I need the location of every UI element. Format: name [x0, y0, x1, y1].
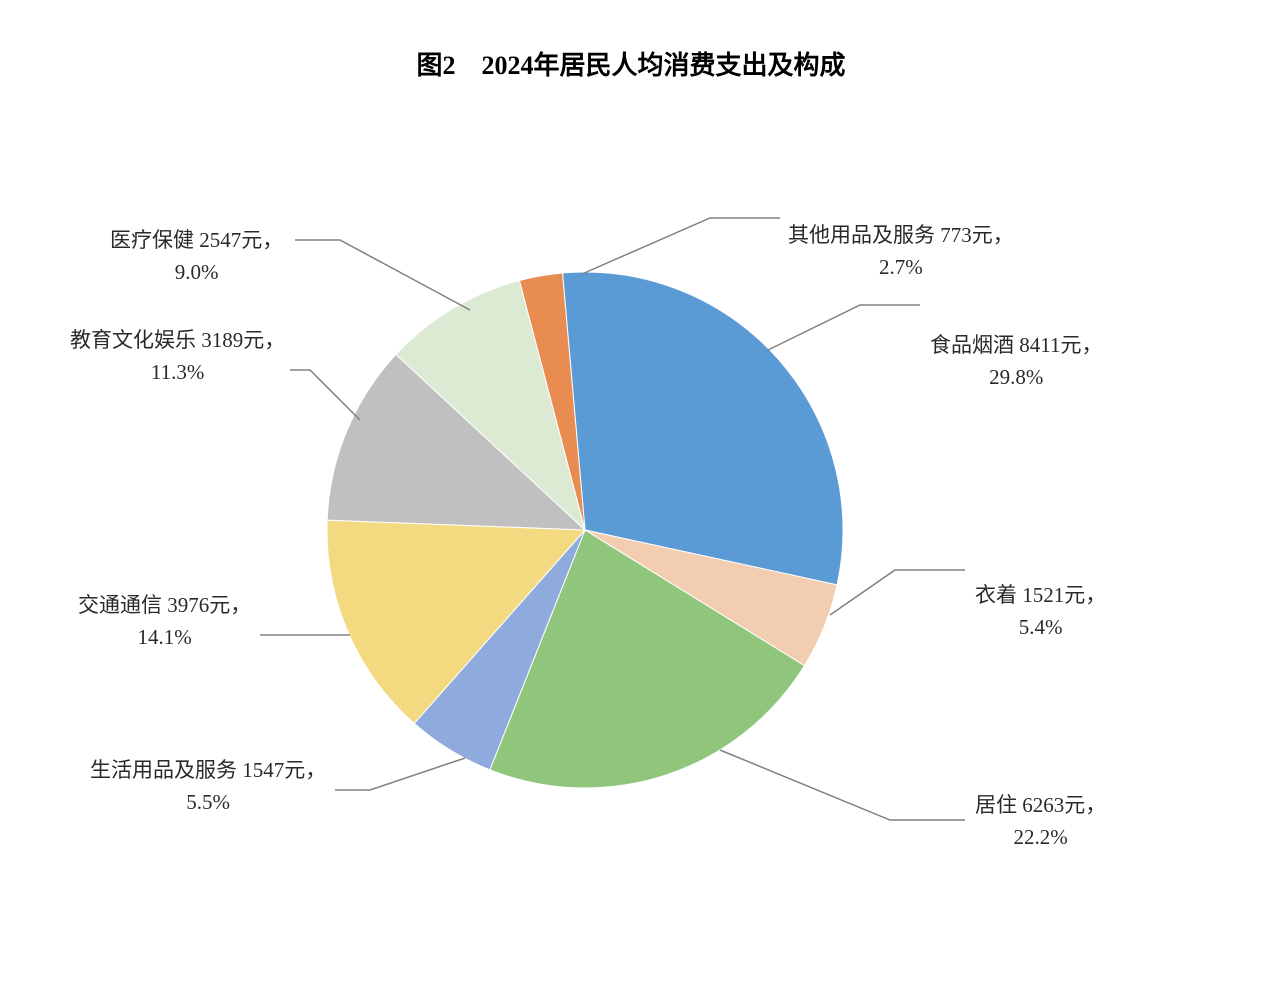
- slice-label-line1: 教育文化娱乐 3189元，: [70, 325, 285, 357]
- slice-label: 教育文化娱乐 3189元，11.3%: [70, 325, 285, 388]
- leader-line: [582, 218, 780, 274]
- slice-label-line1: 医疗保健 2547元，: [110, 225, 283, 257]
- leader-line: [295, 240, 470, 310]
- leader-line: [290, 370, 360, 420]
- slice-label-line2: 9.0%: [110, 257, 283, 289]
- slice-label-line1: 衣着 1521元，: [975, 580, 1106, 612]
- slice-label-line2: 22.2%: [975, 822, 1106, 854]
- slice-label: 居住 6263元，22.2%: [975, 790, 1106, 853]
- leader-line: [768, 305, 920, 350]
- slice-label: 交通通信 3976元，14.1%: [78, 590, 251, 653]
- slice-label-line2: 5.4%: [975, 612, 1106, 644]
- slice-label-line1: 生活用品及服务 1547元，: [90, 755, 326, 787]
- slice-label-line2: 29.8%: [930, 362, 1102, 394]
- slice-label: 医疗保健 2547元，9.0%: [110, 225, 283, 288]
- slice-label-line1: 居住 6263元，: [975, 790, 1106, 822]
- leader-line: [830, 570, 965, 615]
- slice-label-line2: 11.3%: [70, 357, 285, 389]
- slice-label: 食品烟酒 8411元，29.8%: [930, 330, 1102, 393]
- slice-label-line1: 其他用品及服务 773元，: [788, 220, 1014, 252]
- slice-label-line2: 5.5%: [90, 787, 326, 819]
- slice-label-line2: 2.7%: [788, 252, 1014, 284]
- slice-label-line1: 食品烟酒 8411元，: [930, 330, 1102, 362]
- slice-label: 其他用品及服务 773元，2.7%: [788, 220, 1014, 283]
- leader-line: [720, 750, 965, 820]
- slice-label-line1: 交通通信 3976元，: [78, 590, 251, 622]
- slice-label-line2: 14.1%: [78, 622, 251, 654]
- leader-line: [335, 758, 465, 790]
- slice-label: 衣着 1521元，5.4%: [975, 580, 1106, 643]
- slice-label: 生活用品及服务 1547元，5.5%: [90, 755, 326, 818]
